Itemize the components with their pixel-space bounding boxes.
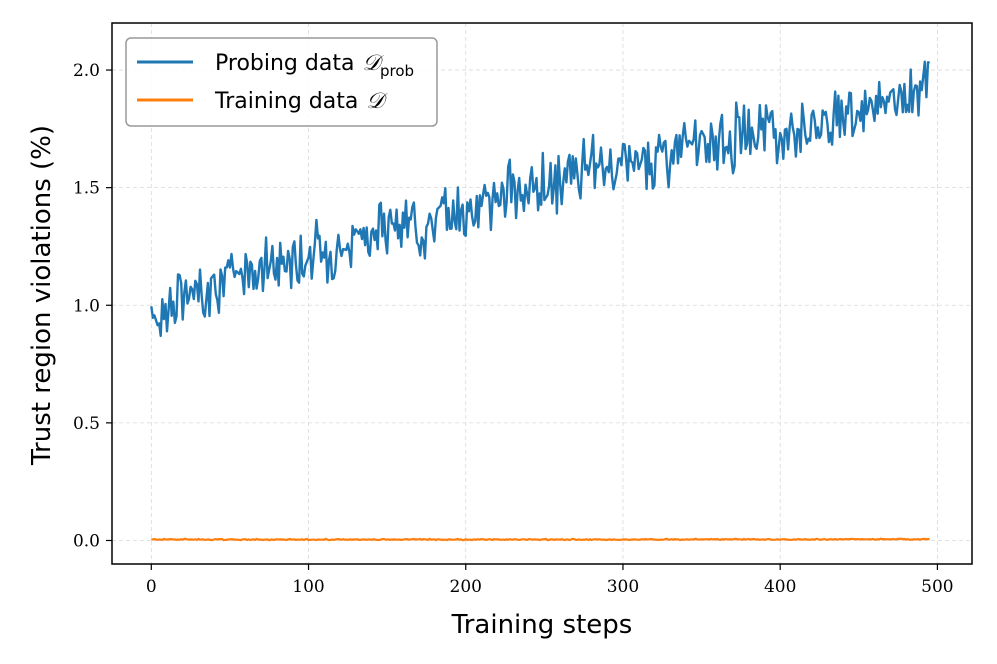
y-tick-label: 2.0 — [73, 61, 100, 81]
series-line-probing — [150, 60, 931, 338]
y-tick-label: 1.5 — [73, 179, 100, 199]
x-tick-label: 100 — [292, 577, 324, 597]
legend-box — [125, 37, 438, 127]
x-tick-label: 500 — [921, 577, 953, 597]
y-tick-label: 0.0 — [73, 531, 100, 551]
series-line-training — [151, 537, 930, 542]
x-tick-label: 400 — [764, 577, 796, 597]
legend-label-training: Training data — [214, 89, 358, 114]
legend-sub-probing: prob — [380, 62, 414, 80]
x-tick-label: 0 — [146, 577, 157, 597]
y-tick-label: 0.5 — [73, 414, 100, 434]
legend-label-probing: Probing data — [215, 51, 354, 76]
x-axis-label: Training steps — [451, 610, 633, 640]
legend-math-probing: 𝒟 — [362, 51, 384, 76]
legend: Probing data 𝒟prob Training data 𝒟 — [125, 37, 438, 127]
plot-frame — [111, 22, 973, 565]
series-layer — [150, 60, 931, 542]
axis-ticks: 0 100 200 300 400 500 0.0 0.5 1.0 1.5 2.0 — [73, 61, 954, 597]
y-axis-label: Trust region violations (%) — [27, 125, 57, 466]
x-tick-label: 300 — [607, 577, 639, 597]
legend-math-training: 𝒟 — [366, 89, 388, 114]
x-tick-label: 200 — [450, 577, 482, 597]
y-tick-label: 1.0 — [73, 296, 100, 316]
